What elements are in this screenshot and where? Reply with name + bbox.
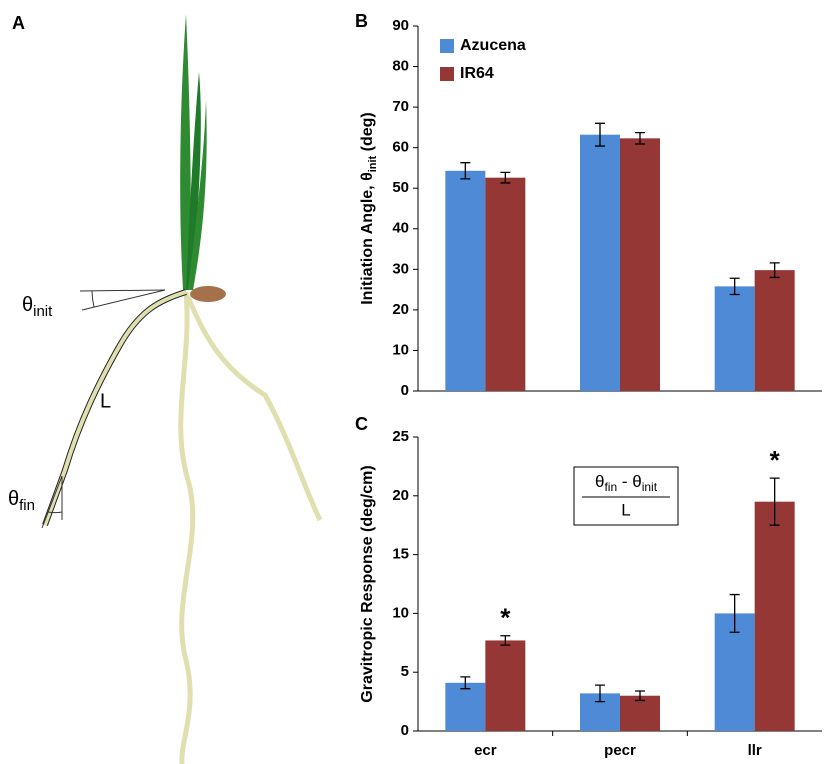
bar (620, 138, 660, 391)
error-bar (595, 122, 605, 147)
y-tick-label: 20 (392, 487, 409, 504)
error-bar (729, 593, 740, 633)
y-axis-label: Gravitropic Response (deg/cm) (359, 465, 376, 702)
bar (485, 177, 526, 391)
x-tick-label: ecr (474, 742, 497, 759)
main-root (178, 291, 196, 764)
y-tick-label: 10 (392, 341, 409, 358)
error-bar (729, 277, 740, 296)
bar (714, 613, 755, 731)
formula-denominator: L (621, 500, 630, 519)
subscript: fin (19, 497, 35, 514)
bar (714, 286, 755, 391)
significance-marker: * (500, 603, 511, 633)
leaf (188, 100, 207, 290)
error-bar (460, 676, 471, 690)
length-label: L (100, 390, 111, 412)
label-text: (deg) (359, 112, 376, 156)
formula-box (573, 466, 679, 526)
x-tick-label: pecr (604, 742, 636, 759)
symbol: θ (22, 294, 33, 316)
angle-arc (47, 511, 63, 514)
error-bar (769, 262, 780, 279)
label-text: Initiation Angle, θ (359, 172, 376, 305)
y-tick-label: 30 (392, 260, 409, 277)
bar (580, 134, 620, 391)
y-tick-label: 60 (392, 139, 409, 156)
error-bar (500, 635, 511, 646)
y-tick-label: 50 (392, 179, 409, 196)
angle-arc (91, 290, 95, 308)
root (43, 290, 187, 526)
label-subscript: init (367, 155, 379, 172)
bar (445, 682, 486, 731)
error-bar (635, 132, 645, 145)
bar (445, 170, 486, 391)
y-tick-label: 15 (392, 546, 409, 563)
y-tick-label: 0 (401, 722, 409, 739)
legend-swatch (440, 67, 454, 81)
y-tick-label: 20 (392, 301, 409, 318)
panel-label: B (355, 11, 368, 31)
plant-diagram: A θinit L θfin (8, 13, 323, 764)
y-tick-label: 90 (392, 17, 409, 34)
error-bar (595, 684, 605, 703)
leaf (186, 72, 201, 290)
y-tick-label: 80 (392, 58, 409, 75)
panel-label: C (355, 414, 368, 434)
formula-subscript: fin (604, 480, 617, 494)
angle-line (41, 475, 63, 529)
error-bar (769, 477, 780, 526)
root-outline (42, 289, 187, 527)
error-bar (500, 171, 511, 184)
bar (485, 640, 526, 731)
y-axis-label: Initiation Angle, θinit (deg) (359, 112, 379, 305)
panel-label: A (12, 13, 25, 33)
theta-init-label: θinit (22, 294, 53, 320)
formula-symbol: θ (595, 472, 604, 491)
angle-line (79, 289, 166, 292)
leaf (180, 14, 191, 290)
bar (620, 695, 660, 731)
error-bar (460, 162, 471, 180)
significance-marker: * (770, 445, 781, 475)
formula-numerator: θfin - θinit (595, 472, 658, 494)
y-tick-label: 25 (392, 428, 409, 445)
theta-fin-label: θfin (8, 488, 35, 514)
bar (754, 270, 795, 391)
x-tick-label: llr (748, 742, 762, 759)
legend-label: IR64 (460, 65, 494, 82)
y-tick-label: 70 (392, 98, 409, 115)
y-tick-label: 0 (401, 382, 409, 399)
legend-label: Azucena (460, 37, 526, 54)
seed (190, 286, 226, 302)
y-tick-label: 10 (392, 604, 409, 621)
legend-swatch (440, 39, 454, 53)
subscript: init (33, 303, 53, 320)
bar (754, 501, 795, 731)
y-tick-label: 5 (401, 663, 409, 680)
y-tick-label: 40 (392, 220, 409, 237)
angle-line (81, 289, 166, 311)
root (185, 295, 323, 522)
formula-symbol: - θ (617, 472, 642, 491)
error-bar (635, 690, 645, 702)
formula-subscript: init (642, 480, 658, 494)
symbol: θ (8, 488, 19, 510)
